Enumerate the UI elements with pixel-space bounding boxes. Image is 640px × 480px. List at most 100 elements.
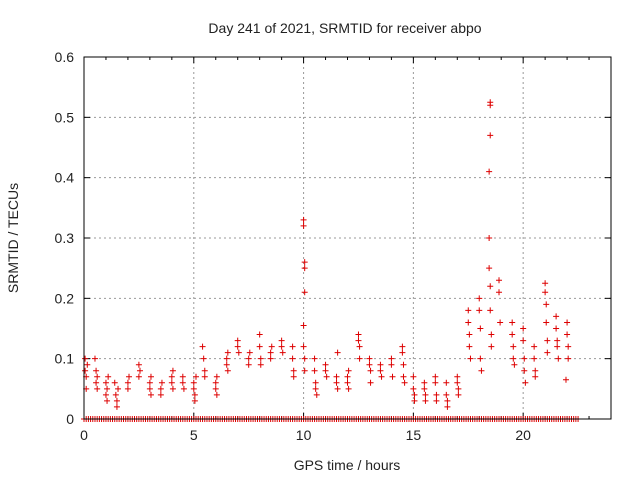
data-point bbox=[267, 355, 274, 362]
data-point bbox=[520, 337, 527, 344]
data-point bbox=[224, 367, 231, 374]
data-point bbox=[93, 379, 100, 386]
data-point bbox=[443, 391, 450, 398]
data-point bbox=[366, 361, 373, 368]
data-point bbox=[388, 361, 395, 368]
data-point bbox=[168, 379, 175, 386]
data-point bbox=[422, 397, 429, 404]
data-point bbox=[444, 403, 451, 410]
data-point bbox=[496, 289, 503, 296]
data-point bbox=[565, 355, 572, 362]
data-point bbox=[544, 349, 551, 356]
data-point bbox=[300, 222, 307, 229]
data-point bbox=[334, 349, 341, 356]
y-tick-label: 0.4 bbox=[55, 170, 75, 186]
data-point bbox=[124, 385, 131, 392]
data-point bbox=[510, 343, 517, 350]
data-point bbox=[190, 379, 197, 386]
data-point bbox=[334, 385, 341, 392]
data-point bbox=[256, 331, 263, 338]
data-point bbox=[301, 265, 308, 272]
data-point bbox=[289, 355, 296, 362]
data-point bbox=[312, 385, 319, 392]
data-point bbox=[290, 373, 297, 380]
axis-ticks: 0 5 10 15 20 0 0.1 0.2 0.3 0.4 0.5 0.6 bbox=[55, 49, 611, 443]
y-tick-label: 0 bbox=[66, 411, 74, 427]
x-tick-label: 15 bbox=[406, 427, 422, 443]
data-point bbox=[400, 361, 407, 368]
data-point bbox=[422, 391, 429, 398]
data-point bbox=[192, 373, 199, 380]
data-point bbox=[487, 307, 494, 314]
data-point bbox=[344, 379, 351, 386]
data-point bbox=[565, 343, 572, 350]
data-point bbox=[486, 265, 493, 272]
data-point bbox=[245, 355, 252, 362]
data-point bbox=[126, 373, 133, 380]
data-point bbox=[511, 361, 518, 368]
data-point bbox=[301, 259, 308, 266]
plot-frame bbox=[83, 56, 612, 420]
y-tick-label: 0.3 bbox=[55, 230, 75, 246]
data-point bbox=[477, 325, 484, 332]
data-point bbox=[531, 355, 538, 362]
data-point bbox=[432, 379, 439, 386]
data-point bbox=[300, 322, 307, 329]
data-point bbox=[564, 331, 571, 338]
data-point bbox=[91, 355, 98, 362]
data-point bbox=[235, 349, 242, 356]
data-point bbox=[147, 391, 154, 398]
data-point bbox=[542, 280, 549, 287]
data-point bbox=[421, 379, 428, 386]
data-point bbox=[256, 343, 263, 350]
data-point bbox=[289, 343, 296, 350]
y-tick-label: 0.2 bbox=[55, 290, 75, 306]
data-point bbox=[180, 385, 187, 392]
data-point bbox=[555, 355, 562, 362]
data-point bbox=[411, 397, 418, 404]
data-point bbox=[543, 301, 550, 308]
chart-title: Day 241 of 2021, SRMTID for receiver abp… bbox=[208, 20, 481, 36]
data-point bbox=[300, 343, 307, 350]
y-axis-label: SRMTID / TECUs bbox=[5, 183, 21, 293]
data-point bbox=[465, 319, 472, 326]
data-point bbox=[433, 397, 440, 404]
data-point bbox=[401, 379, 408, 386]
data-point bbox=[355, 331, 362, 338]
data-point bbox=[432, 373, 439, 380]
data-point bbox=[290, 367, 297, 374]
data-point bbox=[201, 367, 208, 374]
data-point bbox=[301, 355, 308, 362]
data-point bbox=[157, 385, 164, 392]
data-point bbox=[345, 385, 352, 392]
data-point bbox=[410, 373, 417, 380]
data-point bbox=[399, 343, 406, 350]
data-point bbox=[169, 367, 176, 374]
data-point bbox=[102, 379, 109, 386]
data-point bbox=[356, 343, 363, 350]
data-point bbox=[443, 379, 450, 386]
data-point bbox=[333, 379, 340, 386]
data-point bbox=[190, 385, 197, 392]
data-point bbox=[553, 313, 560, 320]
data-point bbox=[356, 355, 363, 362]
data-point bbox=[487, 102, 494, 109]
data-point bbox=[399, 349, 406, 356]
data-point bbox=[311, 367, 318, 374]
data-point bbox=[520, 325, 527, 332]
data-point bbox=[487, 283, 494, 290]
data-point bbox=[223, 355, 230, 362]
data-point bbox=[543, 319, 550, 326]
data-point bbox=[531, 343, 538, 350]
data-point bbox=[245, 361, 252, 368]
data-point bbox=[486, 168, 493, 175]
data-point bbox=[191, 397, 198, 404]
data-point bbox=[312, 379, 319, 386]
data-point bbox=[268, 343, 275, 350]
data-point bbox=[410, 385, 417, 392]
data-point bbox=[454, 373, 461, 380]
data-point bbox=[509, 319, 516, 326]
data-point bbox=[553, 325, 560, 332]
data-point bbox=[455, 385, 462, 392]
